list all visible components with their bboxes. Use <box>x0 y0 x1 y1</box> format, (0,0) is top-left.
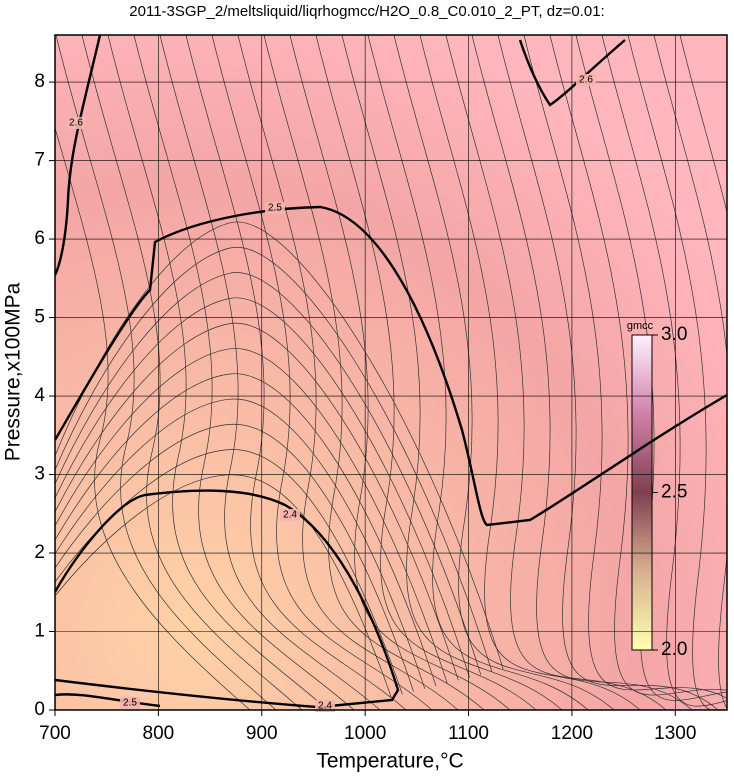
colorbar-label: gmcc <box>627 320 654 332</box>
minor-contour <box>107 35 329 710</box>
minor-contour <box>55 322 459 681</box>
plot-frame <box>54 34 728 711</box>
colorbar-tick-label: 2.5 <box>661 482 687 503</box>
contour-label-bg <box>66 117 86 129</box>
x-axis-label: Temperature,°C <box>316 750 463 773</box>
minor-contour <box>393 35 615 710</box>
colorbar-tick-label: 3.0 <box>661 324 687 345</box>
chart-title: 2011-3SGP_2/meltsliquid/liqrhogmcc/H2O_0… <box>129 3 604 20</box>
minor-contour <box>601 35 727 707</box>
x-tick-label: 1100 <box>448 723 489 744</box>
colorbar <box>631 334 653 651</box>
minor-contour <box>81 35 303 710</box>
contour-label: 2.6 <box>69 118 83 129</box>
minor-contour <box>237 35 459 710</box>
minor-contour <box>55 348 448 684</box>
minor-contour <box>55 246 493 673</box>
x-tick-label: 800 <box>143 723 175 744</box>
contour-label-bg <box>280 509 300 521</box>
minor-contour <box>419 35 641 710</box>
x-tick-label: 900 <box>246 723 278 744</box>
minor-contour <box>263 35 485 710</box>
minor-contour <box>497 35 719 710</box>
minor-contours <box>55 35 727 710</box>
minor-contour <box>55 373 437 687</box>
y-tick-label: 3 <box>34 464 45 485</box>
y-axis-label: Pressure,x100MPa <box>2 282 25 461</box>
minor-contour <box>185 35 407 710</box>
minor-contour <box>55 272 482 675</box>
minor-contour <box>55 35 277 710</box>
minor-contour <box>289 35 511 710</box>
x-tick-label: 1000 <box>344 723 386 744</box>
minor-contour <box>211 35 433 710</box>
contour-line <box>55 693 161 708</box>
x-tick-label: 1200 <box>551 723 593 744</box>
y-tick-label: 1 <box>34 621 45 642</box>
minor-contour <box>133 35 355 710</box>
contour-label: 2.4 <box>283 510 297 521</box>
y-tick-label: 0 <box>34 699 45 720</box>
contour-label: 2.6 <box>579 75 593 86</box>
x-tick-label: 1300 <box>654 723 696 744</box>
contour-label-bg <box>265 202 285 214</box>
minor-contour <box>55 424 414 692</box>
y-tick-label: 6 <box>34 228 45 249</box>
y-tick-label: 5 <box>34 307 45 328</box>
minor-contour <box>367 35 589 710</box>
minor-contour <box>471 35 693 710</box>
y-tick-label: 7 <box>34 150 45 171</box>
plot-area <box>55 35 727 710</box>
minor-contour <box>55 126 251 710</box>
minor-contour <box>55 297 470 678</box>
contour-label-bg <box>315 700 335 712</box>
y-tick-label: 4 <box>34 385 45 406</box>
minor-contour <box>653 35 727 709</box>
minor-contour <box>159 35 381 710</box>
contour-line <box>55 205 727 527</box>
minor-contour <box>523 35 727 699</box>
x-tick-label: 700 <box>39 723 71 744</box>
contour-line <box>55 489 400 708</box>
contour-label-bg <box>576 74 596 86</box>
y-tick-label: 2 <box>34 542 45 563</box>
minor-contour <box>549 35 727 696</box>
minor-contour <box>627 35 712 710</box>
colorbar-tick-label: 2.0 <box>661 639 687 660</box>
minor-contour <box>55 221 504 670</box>
minor-contour <box>55 398 426 689</box>
contour-label-bg <box>120 697 140 709</box>
minor-contour <box>341 35 563 710</box>
contour-line <box>55 678 331 710</box>
minor-contour <box>679 35 727 214</box>
contour-label: 2.4 <box>318 701 332 712</box>
contour-label: 2.5 <box>123 698 137 709</box>
contour-line <box>55 35 102 276</box>
contour-line <box>518 39 626 107</box>
y-tick-label: 8 <box>34 71 45 92</box>
contour-label: 2.5 <box>268 203 282 214</box>
